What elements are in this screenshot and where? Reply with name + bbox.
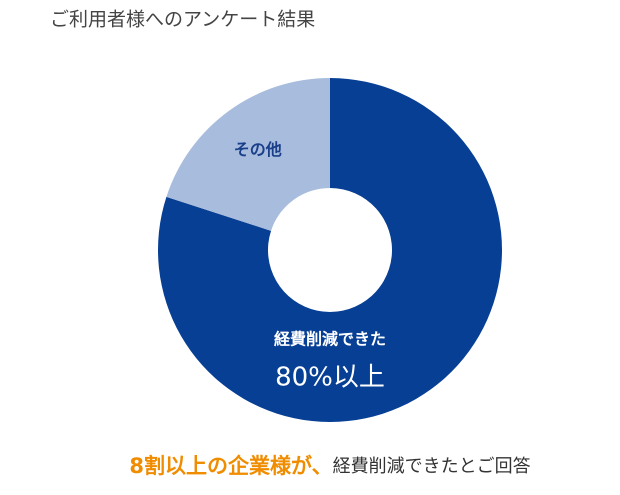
slice-label: 経費削減できた: [274, 330, 386, 349]
slice-label: その他: [234, 140, 282, 159]
value-label: 80%以上: [275, 363, 385, 393]
caption-part: 8割以上の企業様が、: [129, 454, 332, 478]
chart-title: ご利用者様へのアンケート結果: [50, 9, 315, 31]
caption: 8割以上の企業様が、経費削減できたとご回答: [129, 454, 530, 478]
caption-part: 経費削減できたとご回答: [333, 456, 531, 477]
slice: [166, 78, 330, 231]
slice: [157, 78, 502, 422]
